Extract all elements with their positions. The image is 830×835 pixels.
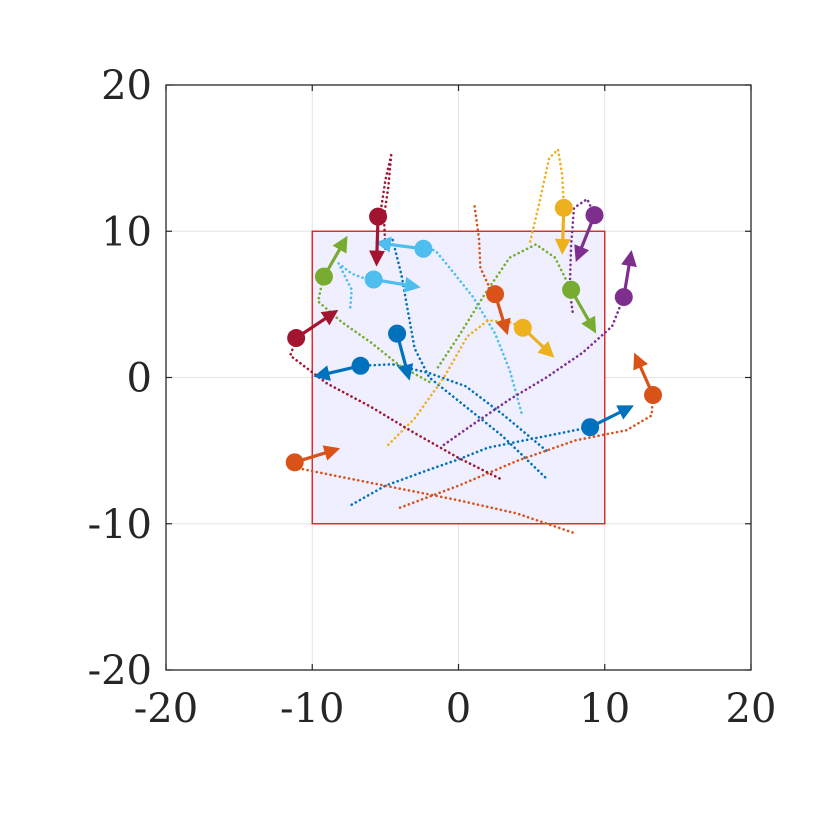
y-tick-marks [166, 84, 751, 671]
x-tick-labels: -20 -10 0 10 20 [134, 686, 777, 732]
trajectory-trail [359, 362, 548, 452]
position-marker [287, 329, 306, 348]
position-marker [364, 270, 383, 289]
trajectory-trail [337, 262, 376, 309]
x-tick-label: 0 [446, 686, 471, 732]
position-marker [614, 288, 633, 307]
position-marker [513, 318, 532, 337]
x-tick-label: 10 [579, 686, 630, 732]
position-marker [314, 267, 333, 286]
x-tick-marks [165, 85, 752, 670]
trajectory-trail [422, 247, 523, 414]
y-tick-labels: -20 -10 0 10 20 [88, 63, 152, 694]
position-marker [562, 280, 581, 299]
spawn-region [311, 230, 606, 525]
position-marker [644, 386, 663, 405]
trajectory-trail [398, 393, 655, 510]
position-marker [581, 418, 600, 437]
y-tick-label: -10 [88, 502, 152, 548]
position-marker [285, 453, 304, 472]
y-tick-label: 0 [127, 356, 152, 402]
position-marker [554, 198, 573, 217]
y-tick-label: -20 [88, 648, 152, 694]
position-marker [585, 206, 604, 225]
trajectory-trail [442, 295, 626, 447]
position-marker [486, 285, 505, 304]
y-tick-label: 10 [101, 209, 152, 255]
trajectory-trail [391, 238, 548, 480]
x-tick-label: 20 [726, 686, 777, 732]
y-tick-label: 20 [101, 63, 152, 109]
position-marker [388, 324, 407, 343]
position-marker [414, 239, 433, 258]
x-tick-label: -10 [280, 686, 344, 732]
position-markers [285, 198, 663, 472]
trajectory-trail [350, 425, 592, 507]
position-marker [351, 356, 370, 375]
trajectory-trail [288, 336, 501, 480]
x-tick-label: -20 [134, 686, 198, 732]
position-marker [369, 207, 388, 226]
trajectory-trail [436, 243, 573, 369]
